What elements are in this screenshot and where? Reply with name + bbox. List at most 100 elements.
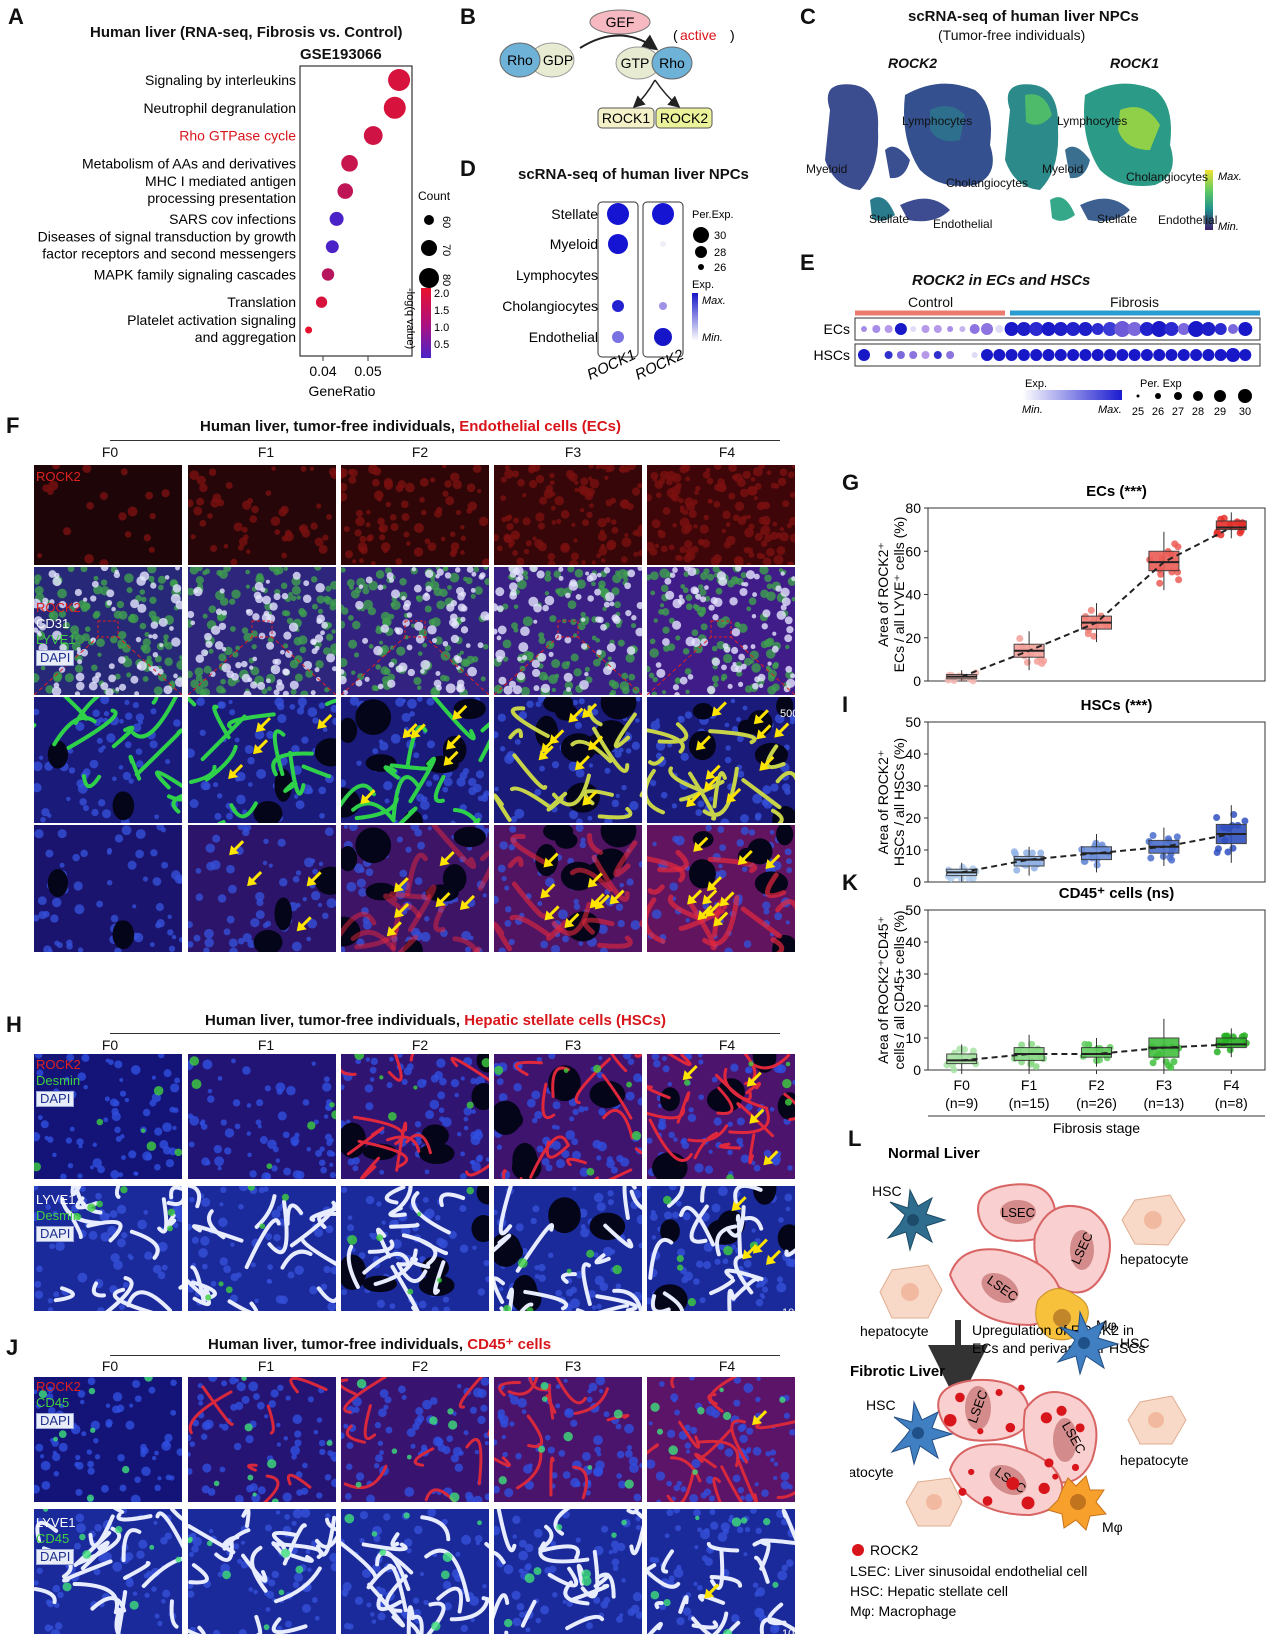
umap-cluster-endothelial	[900, 198, 950, 222]
rock1-box	[597, 107, 655, 129]
l-lsec-nucleus	[1053, 1418, 1077, 1462]
e-exp-title: Exp.	[1025, 378, 1047, 390]
enrichment-term-label: Translation	[227, 294, 296, 310]
e-expression-dot	[1029, 322, 1044, 336]
boxplot-trendline	[961, 1043, 1232, 1062]
yellow-arrow-icon	[360, 789, 376, 805]
rock2-column	[642, 201, 684, 358]
e-expression-dot	[969, 324, 980, 334]
enrichment-term-label: Rho GTPase cycle	[179, 128, 296, 144]
l-hsc-nucleus	[907, 1214, 919, 1226]
d-dot	[654, 328, 672, 346]
j-ch-cd45: CD45	[36, 1395, 70, 1410]
yellow-arrow-icon	[682, 1065, 698, 1081]
yellow-arrow-icon	[697, 905, 713, 921]
enrichment-dot	[363, 126, 383, 145]
e-expression-dot	[910, 326, 917, 332]
rock2-box	[655, 107, 713, 129]
enrichment-dot	[341, 155, 358, 172]
boxplot-n-label: (n=9)	[945, 1095, 978, 1111]
micrograph-zoom-merge	[188, 697, 336, 823]
e-perexp-dot	[1155, 393, 1161, 399]
j-ch-cd45: CD45	[36, 1531, 70, 1546]
panel-a-frame	[299, 65, 413, 357]
micrograph-rock2	[494, 465, 642, 565]
e-expression-dot	[1053, 322, 1068, 336]
boxplot-tick-label: 10	[905, 842, 921, 858]
yellow-arrow-icon	[753, 709, 769, 725]
j-scale: 100 µm	[782, 1628, 819, 1640]
boxplot-point	[969, 1047, 977, 1055]
panel-c-subtitle: (Tumor-free individuals)	[938, 27, 1086, 43]
micrograph-lyve1-desmin	[34, 1186, 182, 1311]
yellow-arrow-icon	[317, 713, 333, 729]
gef-ellipse	[589, 9, 651, 35]
enrichment-dot	[337, 183, 354, 199]
boxplot-tick-label: 0	[913, 874, 921, 890]
stage-label: F2	[411, 444, 429, 460]
umap-label-myeloid: Myeloid	[1042, 162, 1084, 176]
e-exp-max: Max.	[1098, 404, 1122, 416]
micrograph-lyve1-desmin	[647, 1186, 795, 1311]
stage-label: F4	[718, 1358, 736, 1374]
e-perexp-value: 29	[1214, 406, 1226, 418]
yellow-arrow-icon	[759, 755, 775, 771]
arrow-rock1	[632, 79, 656, 109]
boxplot-tick-label: 50	[905, 902, 921, 918]
e-expression-dot	[1164, 322, 1179, 336]
e-expression-dot	[1201, 322, 1216, 336]
d-perexp-value: 26	[714, 262, 726, 274]
e-expression-dot	[1190, 349, 1203, 361]
e-perexp-value: 30	[1239, 406, 1251, 418]
boxplot-tick-label: 0	[913, 673, 921, 689]
l-hsc-label: HSC	[1120, 1335, 1150, 1351]
q-legend-value: 2.0	[434, 288, 449, 300]
panel-a-tick-label: 0.04	[309, 363, 336, 379]
enrichment-term-label: Platelet activation signaling	[127, 312, 296, 328]
e-expression-dot	[861, 326, 867, 332]
boxplot-point	[950, 1066, 958, 1074]
stage-label: F3	[564, 444, 582, 460]
e-expression-dot	[981, 323, 993, 335]
boxplot-point	[1214, 845, 1222, 853]
micrograph-lyve1-cd45	[494, 1509, 642, 1634]
enrichment-dot	[388, 69, 411, 91]
boxplot-n-label: (n=26)	[1076, 1095, 1117, 1111]
l-legend-rock2: ROCK2	[870, 1542, 918, 1558]
e-expression-dot	[872, 325, 881, 333]
panel-h-rule	[110, 1033, 780, 1034]
e-control-label: Control	[908, 294, 954, 310]
boxplot-xtick-label: F1	[1021, 1077, 1038, 1093]
yellow-arrow-icon	[435, 892, 451, 908]
umap-plots: Max. Min.	[825, 83, 1242, 233]
e-expression-dot	[1042, 349, 1055, 361]
boxplot-tick-label: 40	[905, 934, 921, 950]
l-rock2-dot	[977, 1428, 984, 1435]
micrograph-zoom-rock2	[647, 825, 795, 952]
j-ch-rock2: ROCK2	[36, 1379, 81, 1394]
l-hepatocyte-nucleus	[901, 1283, 919, 1301]
l-hsc-nucleus	[1078, 1337, 1090, 1349]
umap-gene-rock1: ROCK1	[1110, 55, 1160, 71]
e-perexp-dot	[1136, 394, 1140, 398]
h-ch-lyve1: LYVE1	[36, 1192, 76, 1207]
e-expression-dot	[1202, 349, 1215, 361]
arrow-rock2	[654, 79, 681, 108]
yellow-arrow-icon	[306, 871, 322, 887]
e-exp-min: Min.	[1022, 404, 1043, 416]
q-legend-value: 1.5	[434, 305, 449, 317]
paren-close: )	[730, 27, 735, 43]
l-rock2-dot	[1005, 1422, 1016, 1433]
l-hsc-label: HSC	[866, 1397, 896, 1413]
panel-f-label: F	[6, 413, 20, 438]
e-expression-dot	[933, 325, 942, 333]
yellow-arrow-icon	[706, 876, 723, 892]
l-rock2-dot	[1040, 1412, 1052, 1424]
e-expression-dot	[933, 351, 942, 359]
panel-a-subtitle: GSE193066	[300, 46, 382, 63]
micrograph-zoom-rock2	[188, 825, 336, 952]
umap-label-endothelial: Endothelial	[933, 217, 993, 231]
h-ch-rock2: ROCK2	[36, 1057, 81, 1072]
panel-g-label: G	[842, 470, 860, 495]
umap-rock1	[1005, 83, 1173, 222]
